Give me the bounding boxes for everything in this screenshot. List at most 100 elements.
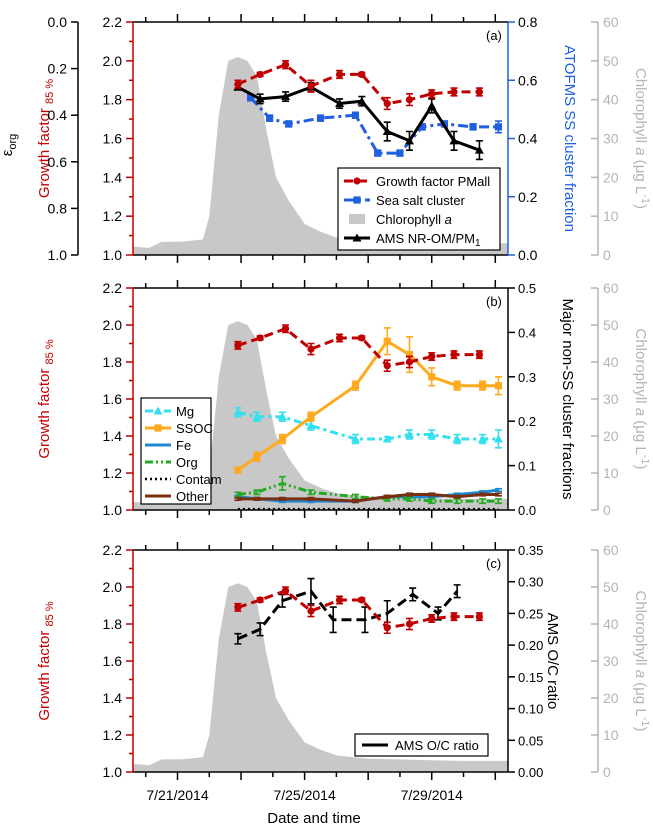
outer-right-axis-tick-label: 0 bbox=[603, 502, 611, 518]
outer-right-axis-tick-label: 30 bbox=[603, 653, 619, 669]
right-axis-tick-label: 0.15 bbox=[518, 670, 543, 685]
sea-salt-cluster-point bbox=[246, 94, 255, 102]
right-axis-tick-label: 0.00 bbox=[518, 765, 543, 780]
ams-oc-ratio-errorbar bbox=[307, 577, 315, 605]
mg-point bbox=[350, 434, 360, 443]
left-axis-tick-label: 1.4 bbox=[103, 169, 123, 185]
legend-ams-word: AMS NR-OM/PM bbox=[376, 231, 475, 246]
other-errorbar bbox=[405, 492, 413, 497]
outer-right-axis-label: Chlorophyll a (μg L-1) bbox=[632, 68, 651, 209]
growth-factor-point bbox=[428, 90, 436, 98]
legend-item-chlorophyll-swatch bbox=[349, 214, 365, 224]
legend: Mg SSOC Fe Org Contam Other bbox=[140, 397, 222, 505]
sea-salt-cluster-point bbox=[351, 111, 360, 119]
outer-right-axis-tick-label: 0 bbox=[603, 247, 611, 263]
legend-chlorophyll-italic: a bbox=[445, 212, 452, 227]
mg-point bbox=[452, 434, 462, 443]
left-axis-tick-label: 1.8 bbox=[103, 354, 123, 370]
other-errorbar bbox=[453, 494, 461, 499]
org-errorbar bbox=[278, 475, 286, 491]
ssoc-point bbox=[278, 435, 286, 443]
mg-point bbox=[252, 412, 262, 421]
panel-label: (a) bbox=[486, 28, 502, 43]
outer-left-axis-label: εorg bbox=[0, 134, 19, 157]
growth-factor-point bbox=[475, 613, 483, 621]
sea-salt-cluster-point bbox=[494, 123, 503, 131]
growth-factor-point bbox=[428, 352, 436, 361]
sea-salt-cluster-point bbox=[469, 123, 477, 131]
left-axis-tick-label: 2.0 bbox=[103, 317, 123, 333]
right-axis-tick-label: 0.1 bbox=[518, 459, 536, 474]
right-axis-label: AMS O/C ratio bbox=[544, 613, 561, 710]
legend-ams-subscript: 1 bbox=[475, 238, 481, 249]
other-errorbar bbox=[278, 496, 286, 502]
outer-right-axis-tick-label: 50 bbox=[603, 317, 619, 333]
sea-salt-cluster-point bbox=[374, 149, 382, 157]
right-axis-tick-label: 0.25 bbox=[518, 606, 543, 621]
right-axis-tick-label: 0.6 bbox=[518, 72, 538, 88]
left-axis-tick-label: 1.0 bbox=[103, 502, 123, 518]
outer-left-axis-tick-label: 1.0 bbox=[48, 247, 68, 263]
ams-oc-ratio-errorbar bbox=[256, 622, 264, 637]
left-axis-tick-label: 1.0 bbox=[103, 764, 123, 780]
left-axis-tick-label: 1.2 bbox=[103, 208, 123, 224]
ssoc-point bbox=[307, 413, 315, 421]
outer-right-axis-label-close: ) bbox=[632, 204, 649, 209]
growth-factor-point bbox=[281, 587, 290, 595]
ams-nr-om-point bbox=[255, 94, 265, 103]
ssoc-point bbox=[453, 382, 461, 390]
org-errorbar bbox=[428, 498, 436, 505]
ssoc-point bbox=[494, 382, 503, 390]
outer-right-axis-tick-label: 60 bbox=[603, 14, 619, 30]
legend: AMS O/C ratio bbox=[354, 733, 489, 757]
left-axis-label: Growth factor 85 % bbox=[36, 601, 56, 720]
org-errorbar bbox=[479, 498, 487, 505]
right-axis-tick-label: 0.4 bbox=[518, 325, 536, 340]
outer-right-axis-tick-label: 60 bbox=[603, 280, 619, 296]
left-axis-tick-label: 1.6 bbox=[103, 131, 123, 147]
legend: Growth factor PMall Sea salt cluster Chlor… bbox=[337, 167, 501, 251]
left-axis-label-subscript: 85 % bbox=[44, 79, 56, 104]
outer-right-axis-tick-label: 20 bbox=[603, 690, 619, 706]
sea-salt-cluster-point bbox=[396, 149, 404, 157]
left-axis-tick-label: 1.0 bbox=[103, 247, 123, 263]
sea-salt-cluster-line bbox=[249, 96, 499, 155]
right-axis-tick-label: 0.0 bbox=[518, 503, 536, 518]
outer-right-axis-label-close: ) bbox=[632, 727, 649, 732]
growth-factor-point bbox=[307, 607, 315, 615]
sea-salt-cluster-point bbox=[418, 123, 426, 131]
growth-factor-point bbox=[335, 334, 344, 342]
outer-right-axis-tick-label: 50 bbox=[603, 579, 619, 595]
right-axis-tick-label: 0.2 bbox=[518, 414, 536, 429]
sea-salt-cluster-point bbox=[266, 114, 274, 122]
outer-right-axis-tick-label: 30 bbox=[603, 391, 619, 407]
growth-factor-point bbox=[358, 334, 366, 342]
left-axis-label: Growth factor 85 % bbox=[36, 339, 56, 458]
left-axis-tick-label: 1.8 bbox=[103, 616, 123, 632]
org-errorbar bbox=[253, 489, 261, 496]
growth-factor-point bbox=[383, 99, 391, 108]
growth-factor-point bbox=[281, 61, 290, 69]
growth-factor-point bbox=[358, 70, 366, 79]
outer-right-axis-tick-label: 10 bbox=[603, 208, 619, 224]
other-errorbar bbox=[383, 494, 391, 499]
growth-factor-point bbox=[335, 70, 344, 79]
mg-point bbox=[493, 434, 503, 443]
x-tick-label: 7/21/2014 bbox=[146, 787, 208, 803]
left-axis-tick-label: 2.2 bbox=[103, 280, 123, 296]
growth-factor-point bbox=[307, 82, 315, 90]
legend-item-ams-nr-om-label: AMS NR-OM/PM1 bbox=[376, 231, 481, 249]
growth-factor-point bbox=[428, 614, 436, 623]
left-axis-tick-label: 1.4 bbox=[103, 690, 123, 706]
growth-factor-line bbox=[237, 62, 480, 106]
outer-right-axis-tick-label: 40 bbox=[603, 92, 619, 108]
outer-left-axis-tick-label: 0.2 bbox=[48, 61, 68, 77]
legend-item-mg-label: Mg bbox=[176, 404, 194, 419]
growth-factor-point bbox=[450, 613, 458, 621]
outer-right-axis-label-italic: a bbox=[632, 147, 649, 160]
outer-left-axis-tick-label: 0.4 bbox=[48, 107, 68, 123]
ams-oc-ratio-errorbar bbox=[409, 587, 417, 602]
legend-item-mg-swatch-marker bbox=[153, 406, 163, 415]
ams-oc-ratio-errorbar bbox=[329, 606, 337, 634]
legend-item-sea-salt-cluster-label: Sea salt cluster bbox=[376, 193, 466, 208]
